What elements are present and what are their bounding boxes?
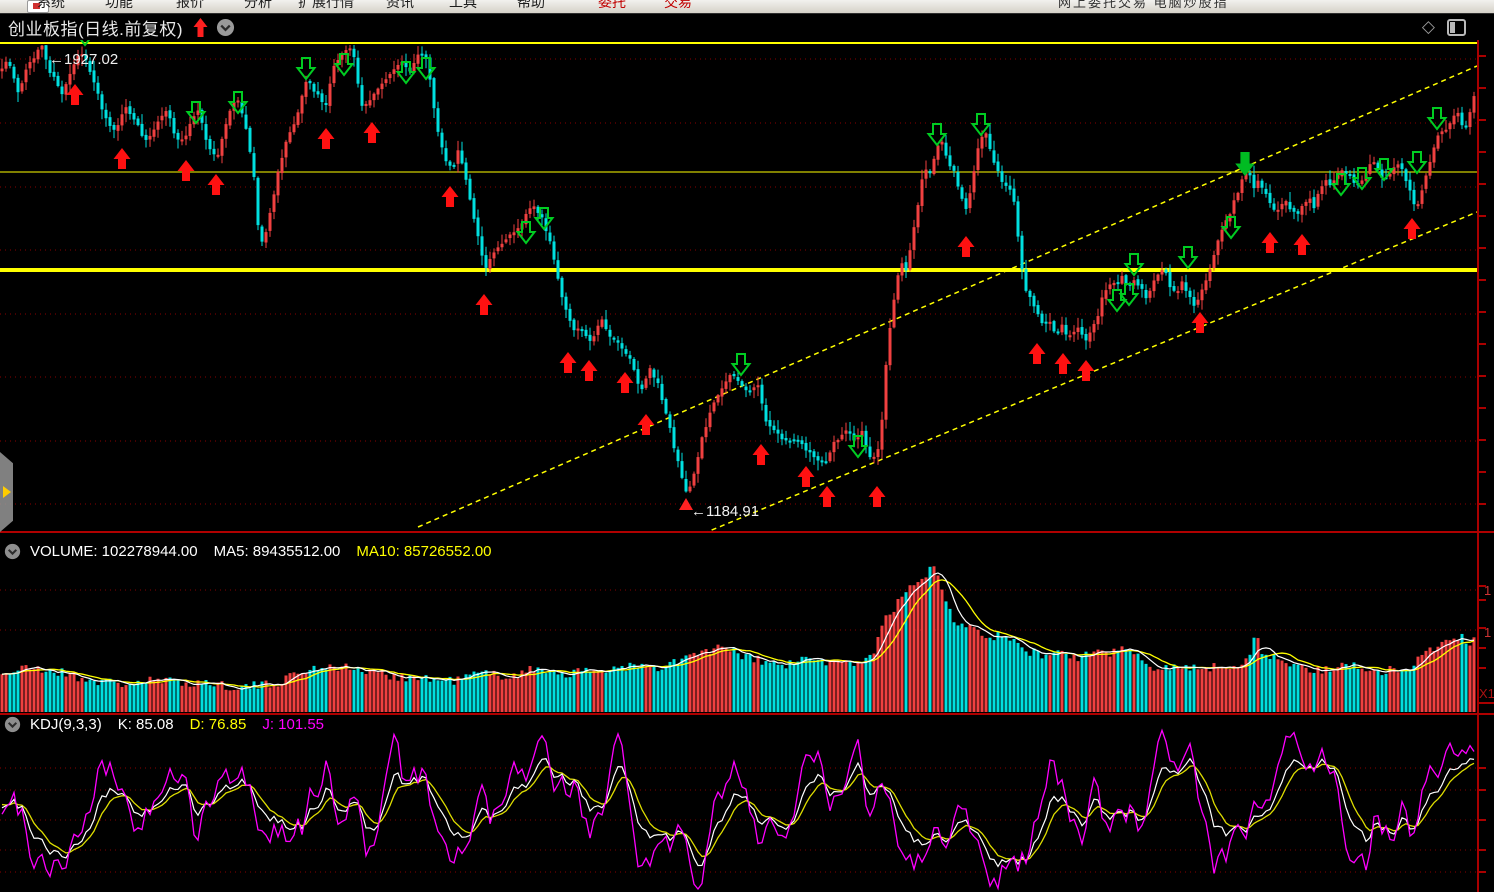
menu-item-tools[interactable]: 工具	[449, 0, 477, 10]
sell-signal-arrow	[1330, 173, 1352, 197]
sell-signal-arrow	[1118, 283, 1140, 307]
low-point-marker	[679, 498, 693, 510]
volume-collapse-chevron-button[interactable]	[4, 543, 21, 560]
volume-chart[interactable]: 1 1 X1	[0, 531, 1494, 713]
buy-signal-arrow	[1191, 312, 1209, 333]
buy-signal-arrow	[1293, 234, 1311, 255]
menu-item-function[interactable]: 功能	[105, 0, 133, 10]
kdj-chart[interactable]	[0, 713, 1494, 892]
sell-signal-arrow	[1123, 253, 1145, 277]
kdj-indicator-label: KDJ(9,3,3) K: 85.08 D: 76.85 J: 101.55	[4, 716, 324, 733]
sell-signal-arrow	[415, 57, 437, 81]
diamond-icon[interactable]: ◇	[1421, 17, 1435, 36]
low-price-label: ←1184.91	[691, 503, 759, 520]
buy-signal-arrow	[637, 414, 655, 435]
buy-signal-arrow	[1077, 360, 1095, 381]
volume-axis-label-partial: 1	[1484, 625, 1491, 640]
buy-signal-arrow	[616, 372, 634, 393]
kdj-k-value: K: 85.08	[117, 716, 174, 733]
buy-signal-arrow	[1028, 343, 1046, 364]
menu-item-info[interactable]: 资讯	[386, 0, 414, 10]
chart-title-row: 创业板指(日线.前复权) ◇	[0, 14, 1494, 40]
sell-signal-arrow	[185, 101, 207, 125]
sell-signal-arrow	[970, 113, 992, 137]
buy-signal-arrow	[363, 122, 381, 143]
sell-signal-arrow	[1426, 107, 1448, 131]
menubar-right-text: 网上委托交易 电脑炒股指	[1058, 0, 1229, 10]
sell-signal-arrow	[1351, 167, 1373, 191]
volume-axis-label-partial: 1	[1484, 583, 1491, 598]
buy-signal-arrow	[475, 294, 493, 315]
buy-signal-arrow	[580, 360, 598, 381]
menu-bar: 网上委托交易 电脑炒股指 系统 功能 报价 分析 扩展行情 资讯 工具 帮助 委托 交易	[0, 0, 1494, 14]
sell-signal-arrow	[333, 53, 355, 77]
pane-separator-main-volume[interactable]	[0, 531, 1494, 533]
menu-item-order[interactable]: 委托	[598, 0, 626, 10]
sell-signal-arrow	[926, 123, 948, 147]
kdj-name: KDJ(9,3,3)	[30, 716, 102, 733]
sell-signal-arrow	[515, 221, 537, 245]
buy-signal-arrow	[818, 486, 836, 507]
buy-signal-arrow	[113, 148, 131, 169]
sell-signal-arrow	[295, 57, 317, 81]
price-up-arrow-icon	[193, 17, 208, 37]
buy-signal-arrow	[797, 466, 815, 487]
buy-signal-arrow	[441, 186, 459, 207]
sell-signal-arrow	[1373, 158, 1395, 182]
buy-signal-arrow	[1054, 353, 1072, 374]
main-price-chart[interactable]: ←1927.02 ←1184.91	[0, 40, 1494, 531]
title-right-icons: ◇	[1422, 17, 1466, 37]
chart-title: 创业板指(日线.前复权)	[8, 19, 184, 39]
logo-red-mark	[33, 3, 40, 9]
buy-signal-arrow	[177, 160, 195, 181]
menu-item-quote[interactable]: 报价	[176, 0, 204, 10]
sell-signal-arrow	[1177, 246, 1199, 270]
volume-ma5-value: MA5: 89435512.00	[213, 543, 341, 560]
sell-signal-arrow	[227, 91, 249, 115]
buy-signal-arrow	[752, 444, 770, 465]
menu-item-ext-quote[interactable]: 扩展行情	[298, 0, 354, 10]
sell-signal-arrow	[1406, 151, 1428, 175]
split-window-icon[interactable]	[1447, 18, 1466, 36]
volume-ma10-value: MA10: 85726552.00	[356, 543, 492, 560]
menu-item-system[interactable]: 系统	[37, 0, 65, 10]
sell-signal-arrow	[730, 353, 752, 377]
volume-value: VOLUME: 102278944.00	[30, 543, 198, 560]
buy-signal-arrow	[1403, 218, 1421, 239]
buy-signal-arrow	[559, 352, 577, 373]
title-collapse-chevron-button[interactable]	[216, 18, 235, 37]
kdj-j-value: J: 101.55	[262, 716, 325, 733]
menu-item-trade[interactable]: 交易	[664, 0, 692, 10]
sell-signal-arrow	[847, 435, 869, 459]
kdj-collapse-chevron-button[interactable]	[4, 716, 21, 733]
volume-axis-multiplier: X1	[1479, 686, 1494, 701]
expand-right-icon	[3, 486, 11, 498]
kdj-j-line	[1, 728, 1475, 891]
buy-signal-arrow	[207, 174, 225, 195]
sidebar-expand-handle[interactable]	[0, 452, 13, 532]
sell-signal-arrow	[1220, 216, 1242, 240]
buy-signal-arrow	[957, 236, 975, 257]
sell-signal-arrow	[533, 207, 555, 231]
kdj-d-value: D: 76.85	[189, 716, 247, 733]
high-price-label: ←1927.02	[49, 51, 118, 68]
kdj-d-line	[1, 762, 1475, 862]
menu-item-analysis[interactable]: 分析	[244, 0, 272, 10]
buy-signal-arrow	[317, 128, 335, 149]
volume-ma5-line	[1, 572, 1475, 690]
buy-signal-arrow	[66, 84, 84, 105]
buy-signal-arrow	[868, 486, 886, 507]
app-logo-icon[interactable]	[27, 0, 49, 13]
sell-signal-arrow	[395, 61, 417, 85]
buy-signal-arrow	[1261, 232, 1279, 253]
sell-signal-arrow-solid	[1235, 152, 1255, 177]
menu-item-help[interactable]: 帮助	[517, 0, 545, 10]
volume-indicator-label: VOLUME: 102278944.00 MA5: 89435512.00 MA…	[4, 543, 492, 560]
split-window-fill	[1450, 21, 1455, 33]
pane-separator-volume-kdj[interactable]	[0, 713, 1494, 715]
